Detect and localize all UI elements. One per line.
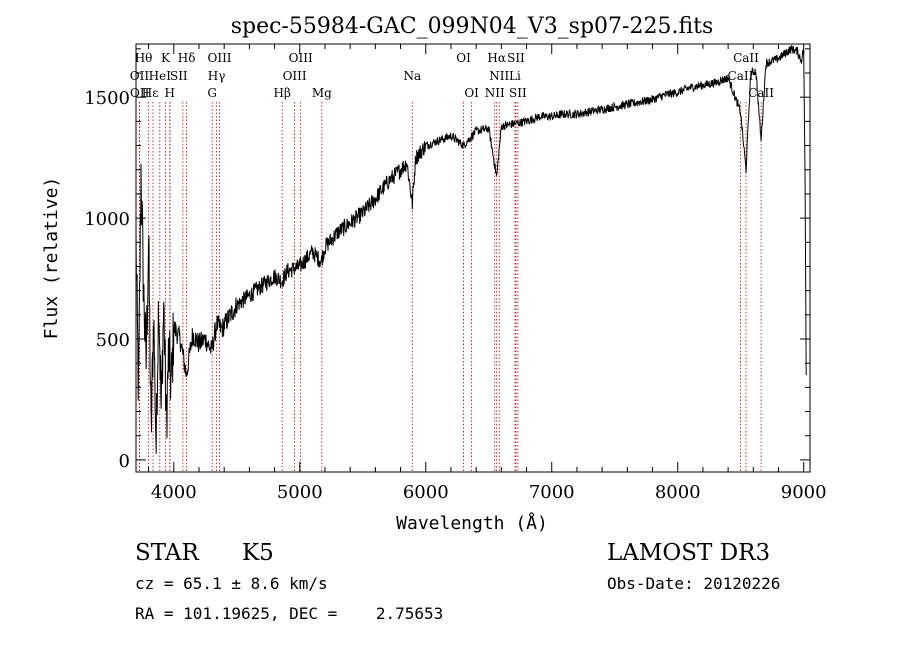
line-label: Hδ	[178, 51, 196, 65]
line-label: NII	[489, 69, 509, 83]
x-tick-label: 7000	[529, 482, 575, 503]
x-axis-label: Wavelength (Å)	[396, 512, 548, 534]
line-label: SII	[170, 69, 188, 83]
y-tick-label: 1000	[84, 209, 130, 230]
line-label: OIII	[207, 51, 231, 65]
line-label: Hα	[487, 51, 506, 65]
y-axis-label: Flux (relative)	[41, 177, 62, 340]
line-label: CaII	[733, 51, 759, 65]
plot-frame	[135, 43, 811, 473]
x-axis: 4000 5000 6000 7000 8000 9000	[148, 44, 827, 503]
line-label: Mg	[312, 86, 332, 100]
line-label: SII	[509, 86, 527, 100]
line-label: OII	[130, 86, 150, 100]
obs-date: Obs-Date: 20120226	[607, 574, 781, 593]
redshift-cz: cz = 65.1 ± 8.6 km/s	[135, 574, 328, 593]
y-tick-label: 0	[119, 451, 130, 472]
line-label: HeI	[149, 69, 172, 83]
line-label: K	[161, 51, 171, 65]
y-tick-label: 500	[96, 330, 130, 351]
line-label: Hγ	[208, 69, 226, 83]
line-label: Hθ	[135, 51, 153, 65]
y-axis: 0 500 1000 1500	[84, 48, 810, 472]
line-label: NII	[485, 86, 505, 100]
x-tick-label: 8000	[655, 482, 701, 503]
line-label: CaII	[748, 86, 774, 100]
x-tick-label: 9000	[781, 482, 827, 503]
survey-name: LAMOST DR3	[607, 540, 771, 566]
line-label: Hε	[142, 86, 159, 100]
x-tick-label: 6000	[403, 482, 449, 503]
spectrum-line	[135, 45, 807, 454]
chart-title: spec-55984-GAC_099N04_V3_sp07-225.fits	[231, 14, 714, 39]
x-tick-label: 5000	[277, 482, 323, 503]
ra-dec: RA = 101.19625, DEC = 2.75653	[135, 604, 444, 623]
x-tick-label: 4000	[151, 482, 197, 503]
line-label: OI	[464, 86, 479, 100]
line-label: G	[207, 86, 217, 100]
spectral-class: STAR	[135, 540, 199, 566]
line-markers	[139, 102, 762, 472]
line-label: H	[165, 86, 175, 100]
line-label: Na	[403, 69, 421, 83]
line-label: OIII	[283, 69, 307, 83]
line-label: SII	[507, 51, 525, 65]
spectral-subclass: K5	[242, 540, 274, 566]
line-label: CaII	[728, 69, 754, 83]
line-label: Li	[509, 69, 521, 83]
line-label: OII	[130, 69, 150, 83]
line-label: Hβ	[274, 86, 291, 100]
line-label: OIII	[289, 51, 313, 65]
line-label: OI	[456, 51, 471, 65]
y-tick-label: 1500	[84, 88, 130, 109]
